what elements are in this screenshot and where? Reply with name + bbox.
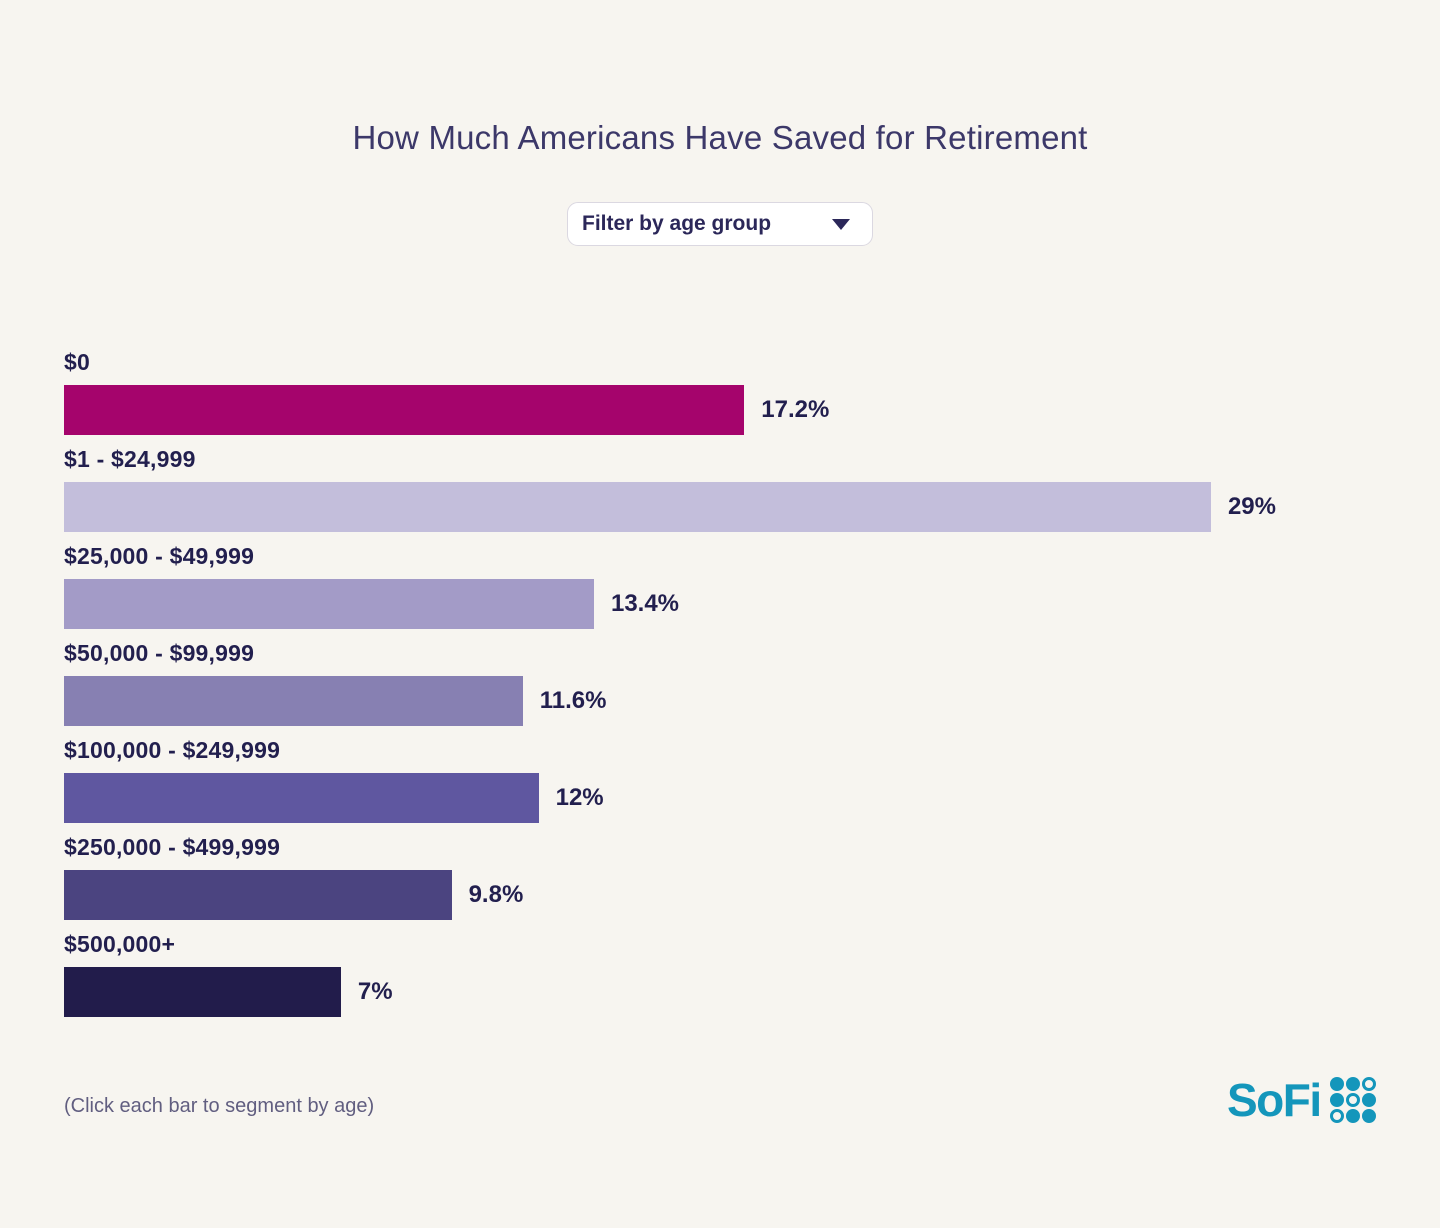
- bar-category-label: $0: [64, 349, 90, 375]
- bar-row: $50,000 - $99,999 11.6%: [64, 639, 1376, 726]
- bar-category-label: $1 - $24,999: [64, 446, 196, 472]
- sofi-dots-icon: [1329, 1077, 1376, 1123]
- bar-value-label: 17.2%: [761, 396, 830, 423]
- bar-row: $250,000 - $499,999 9.8%: [64, 833, 1376, 920]
- bar[interactable]: [64, 676, 523, 726]
- age-filter-dropdown[interactable]: Filter by age group: [567, 202, 873, 246]
- filled-dot-icon: [1345, 1077, 1360, 1091]
- bar[interactable]: [64, 870, 452, 920]
- bar-category-label: $25,000 - $49,999: [64, 543, 255, 569]
- ring-dot-icon: [1361, 1077, 1376, 1091]
- bar-row: $100,000 - $249,999 12%: [64, 736, 1376, 823]
- age-filter-dropdown-label: Filter by age group: [582, 212, 772, 235]
- filled-dot-icon: [1345, 1109, 1360, 1123]
- chevron-down-icon: [832, 218, 850, 230]
- bar[interactable]: [64, 385, 745, 435]
- bar-value-label: 29%: [1227, 493, 1276, 520]
- bar[interactable]: [64, 579, 594, 629]
- bar-row: $1 - $24,999 29%: [64, 445, 1376, 532]
- bar[interactable]: [64, 773, 539, 823]
- bar-category-label: $250,000 - $499,999: [64, 834, 281, 860]
- bar-category-label: $100,000 - $249,999: [64, 737, 281, 763]
- bar-chart: $0 17.2% $1 - $24,999 29% $25,000 - $49,999 1…: [64, 348, 1376, 1027]
- filled-dot-icon: [1361, 1109, 1376, 1123]
- bar-value-label: 13.4%: [610, 590, 680, 617]
- page-title: How Much Americans Have Saved for Retire…: [352, 119, 1088, 156]
- bar[interactable]: [64, 482, 1211, 532]
- sofi-logo-text: SoFi: [1227, 1074, 1322, 1126]
- bar[interactable]: [64, 967, 341, 1017]
- bar-row: $0 17.2%: [64, 348, 1376, 435]
- filled-dot-icon: [1361, 1093, 1376, 1107]
- bar-row: $500,000+ 7%: [64, 930, 1376, 1017]
- bar-value-label: 7%: [357, 978, 393, 1005]
- bar-value-label: 9.8%: [468, 881, 524, 908]
- chart-instruction-note: (Click each bar to segment by age): [64, 1095, 375, 1117]
- filled-dot-icon: [1329, 1077, 1344, 1091]
- bar-value-label: 12%: [555, 784, 604, 811]
- bar-row: $25,000 - $49,999 13.4%: [64, 542, 1376, 629]
- bar-category-label: $50,000 - $99,999: [64, 640, 255, 666]
- sofi-logo: SoFi: [1227, 1076, 1376, 1124]
- ring-dot-icon: [1345, 1093, 1360, 1107]
- ring-dot-icon: [1329, 1109, 1344, 1123]
- bar-category-label: $500,000+: [64, 931, 176, 957]
- filled-dot-icon: [1329, 1093, 1344, 1107]
- bar-value-label: 11.6%: [539, 687, 607, 714]
